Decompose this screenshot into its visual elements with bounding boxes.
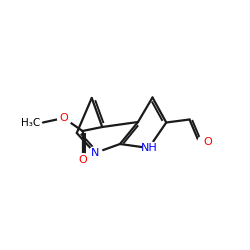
Text: N: N [91,148,99,158]
Text: H₃C: H₃C [21,118,40,128]
Text: O: O [204,137,212,147]
Text: O: O [78,155,87,165]
Text: NH: NH [140,143,157,153]
Text: O: O [60,113,68,123]
